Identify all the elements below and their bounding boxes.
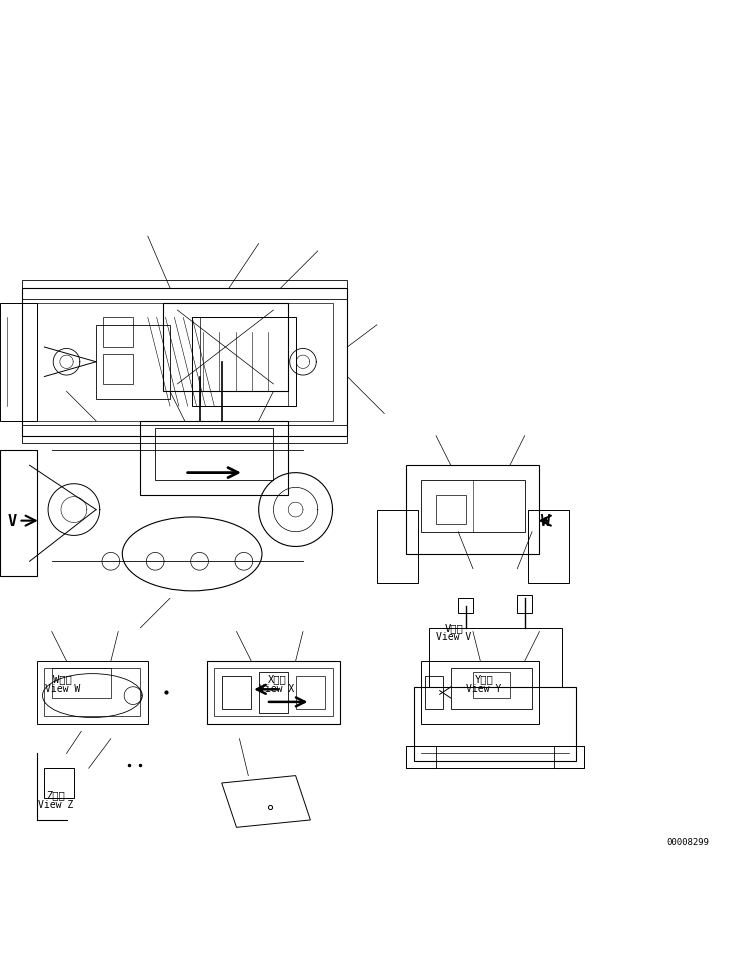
Bar <box>37 304 333 422</box>
Bar <box>44 769 74 798</box>
Text: Y　視: Y 視 <box>474 674 494 684</box>
Bar <box>0 304 37 422</box>
Bar <box>414 687 576 761</box>
Bar <box>296 677 325 709</box>
Bar <box>96 326 170 399</box>
Text: W　視: W 視 <box>53 674 72 684</box>
Bar <box>140 422 288 495</box>
Bar <box>425 677 443 709</box>
Bar <box>0 451 37 577</box>
Text: View W: View W <box>45 683 81 694</box>
Bar <box>22 425 347 444</box>
Bar <box>517 595 532 613</box>
Bar <box>200 318 288 407</box>
Text: Z　視: Z 視 <box>46 789 65 799</box>
Bar <box>406 747 436 769</box>
Text: V: V <box>7 513 16 529</box>
Text: X　視: X 視 <box>268 674 287 684</box>
Bar <box>528 510 569 584</box>
Bar <box>214 669 333 717</box>
Bar <box>451 669 532 709</box>
Text: View X: View X <box>259 683 295 694</box>
Bar <box>155 429 273 480</box>
Bar <box>377 510 418 584</box>
Bar <box>406 747 584 769</box>
Bar <box>192 318 296 407</box>
Bar <box>22 282 347 300</box>
Bar <box>421 661 539 725</box>
Bar <box>37 661 148 725</box>
Text: View Z: View Z <box>38 800 73 809</box>
Text: W: W <box>542 513 551 529</box>
Bar <box>554 747 584 769</box>
Bar <box>406 466 539 554</box>
Text: View Y: View Y <box>466 683 502 694</box>
Text: V　視: V 視 <box>444 622 463 632</box>
Bar <box>52 669 111 699</box>
Bar <box>163 304 288 392</box>
Bar <box>207 661 340 725</box>
Bar <box>259 673 288 713</box>
Bar <box>421 480 525 532</box>
Bar <box>22 288 347 436</box>
Bar <box>44 669 140 717</box>
Bar <box>103 355 133 384</box>
Bar <box>473 673 510 699</box>
Text: 00008299: 00008299 <box>667 837 709 846</box>
Bar <box>103 318 133 348</box>
Bar <box>458 599 473 613</box>
Text: View V: View V <box>436 631 471 642</box>
Bar <box>222 677 251 709</box>
Bar <box>436 495 466 525</box>
Bar <box>429 628 562 687</box>
